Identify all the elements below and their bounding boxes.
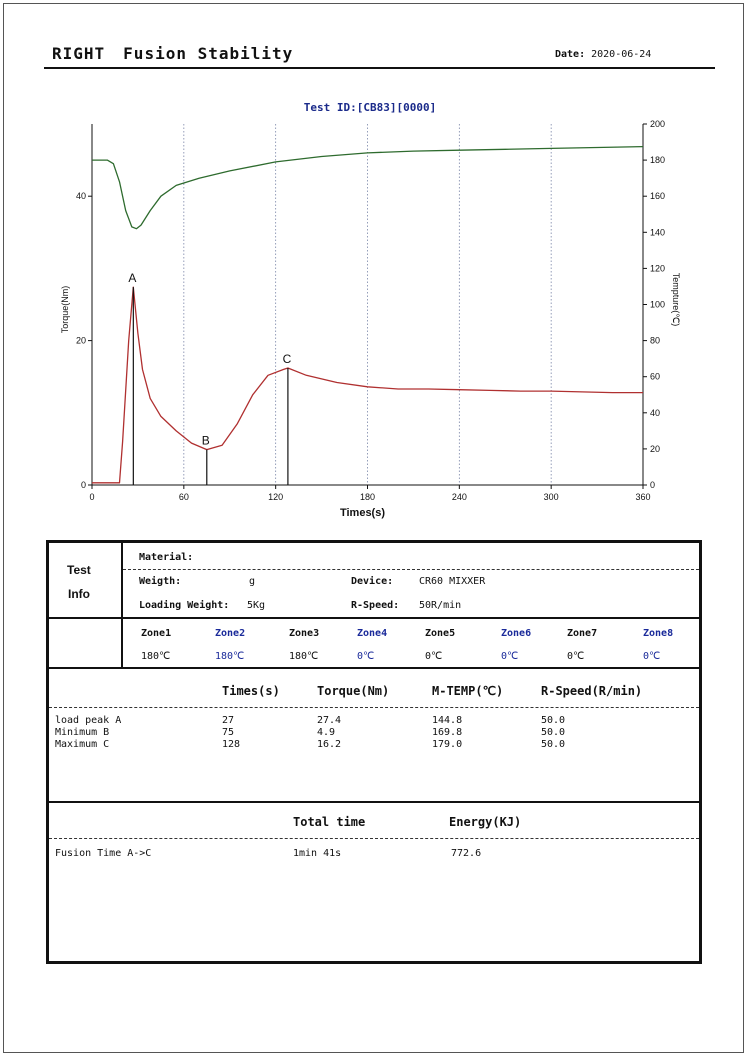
zone-temp: 0℃ (643, 651, 661, 662)
section-label-info: Info (68, 587, 90, 601)
fusion-energy: 772.6 (451, 848, 482, 859)
y2-tick-label: 120 (650, 263, 665, 273)
torque-series-line (92, 286, 643, 484)
x-tick-label: 360 (635, 492, 650, 502)
section-rule (49, 617, 699, 619)
results-cell: 50.0 (541, 715, 566, 726)
x-tick-label: 0 (89, 492, 94, 502)
results-cell: 50.0 (541, 739, 566, 750)
loading-weight-label: Loading Weight: (139, 600, 230, 611)
marker-label: A (128, 271, 136, 285)
title-text: Fusion Stability (123, 44, 294, 63)
y2-tick-label: 20 (650, 444, 660, 454)
results-row-label: load peak A (55, 715, 122, 726)
brand-text: RIGHT (52, 44, 106, 63)
marker-label: B (202, 434, 210, 448)
y-tick-label: 0 (81, 480, 86, 490)
results-row-label: Minimum B (55, 727, 110, 738)
results-cell: 4.9 (317, 727, 336, 738)
y2-tick-label: 140 (650, 227, 665, 237)
x-tick-label: 60 (179, 492, 189, 502)
dash-divider (49, 838, 699, 839)
fusion-row-label: Fusion Time A->C (55, 848, 152, 859)
y-tick-label: 40 (76, 191, 86, 201)
y-axis-label: Torque(Nm) (60, 286, 70, 334)
zone-temp: 0℃ (567, 651, 585, 662)
y2-tick-label: 60 (650, 372, 660, 382)
zone-name: Zone8 (643, 628, 674, 639)
zone-name: Zone5 (425, 628, 456, 639)
dash-divider (49, 707, 699, 708)
fusion-total-time: 1min 41s (293, 848, 342, 859)
results-column-header: Times(s) (222, 684, 280, 698)
section-rule (49, 801, 699, 803)
y2-tick-label: 80 (650, 336, 660, 346)
results-column-header: Torque(Nm) (317, 684, 390, 698)
weigth-unit: g (249, 576, 256, 587)
results-cell: 16.2 (317, 739, 342, 750)
date-label: Date: (555, 49, 586, 60)
y2-tick-label: 0 (650, 480, 655, 490)
y-tick-label: 20 (76, 336, 86, 346)
page-border (3, 3, 744, 1053)
section-rule (49, 667, 699, 669)
y2-tick-label: 40 (650, 408, 660, 418)
loading-weight-value: 5Kg (247, 600, 266, 611)
total-time-header: Total time (293, 815, 366, 829)
weigth-label: Weigth: (139, 576, 182, 587)
date-value: 2020-06-24 (591, 49, 652, 60)
results-cell: 144.8 (432, 715, 463, 726)
zone-name: Zone2 (215, 628, 246, 639)
device-label: Device: (351, 576, 394, 587)
results-cell: 27.4 (317, 715, 342, 726)
energy-header: Energy(KJ) (449, 815, 522, 829)
zone-temp: 0℃ (425, 651, 443, 662)
section-label-test: Test (67, 563, 91, 577)
material-label: Material: (139, 552, 194, 563)
chart-title: Test ID:[CB83][0000] (304, 101, 436, 114)
zone-temp: 180℃ (141, 651, 171, 662)
zone-name: Zone6 (501, 628, 532, 639)
marker-label: C (283, 352, 292, 366)
results-cell: 169.8 (432, 727, 463, 738)
x-tick-label: 120 (268, 492, 283, 502)
rspeed-label: R-Speed: (351, 600, 400, 611)
report-title: RIGHT Fusion Stability (52, 44, 293, 63)
y2-tick-label: 100 (650, 300, 665, 310)
x-tick-label: 180 (360, 492, 375, 502)
fusion-chart: Test ID:[CB83][0000]0 60 120 180 240 300 36002… (60, 101, 681, 519)
zone-name: Zone1 (141, 628, 172, 639)
y2-tick-label: 180 (650, 155, 665, 165)
zone-name: Zone7 (567, 628, 598, 639)
x-tick-label: 300 (544, 492, 559, 502)
dash-divider (123, 569, 699, 570)
y2-tick-label: 160 (650, 191, 665, 201)
zone-name: Zone3 (289, 628, 320, 639)
results-cell: 50.0 (541, 727, 566, 738)
report-date: Date: 2020-06-24 (555, 49, 651, 60)
zone-temp: 180℃ (215, 651, 245, 662)
zone-temp: 0℃ (501, 651, 519, 662)
info-panel: Test Info Material: Weigth: g Device: CR… (46, 540, 702, 964)
zone-temp: 180℃ (289, 651, 319, 662)
temperature-series-line (92, 145, 644, 230)
x-tick-label: 240 (452, 492, 467, 502)
results-cell: 179.0 (432, 739, 463, 750)
zone-name: Zone4 (357, 628, 388, 639)
results-row-label: Maximum C (55, 739, 110, 750)
zone-temp: 0℃ (357, 651, 375, 662)
y2-axis-label: Tempture(℃) (671, 273, 681, 327)
y2-tick-label: 200 (650, 119, 665, 129)
rspeed-value: 50R/min (419, 600, 462, 611)
section-divider (121, 543, 123, 667)
results-cell: 75 (222, 727, 235, 738)
results-column-header: R-Speed(R/min) (541, 684, 643, 698)
title-divider (44, 67, 715, 69)
results-cell: 27 (222, 715, 235, 726)
x-axis-label: Times(s) (340, 507, 385, 519)
results-column-header: M-TEMP(℃) (432, 684, 504, 698)
results-cell: 128 (222, 739, 241, 750)
device-value: CR60 MIXXER (419, 576, 486, 587)
